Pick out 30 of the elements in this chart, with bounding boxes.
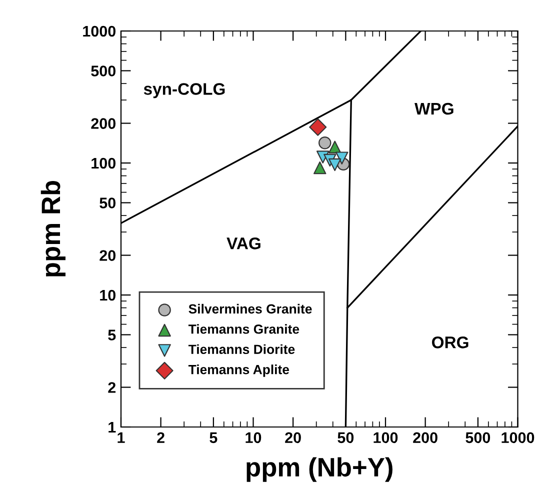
x-tick-label: 1 [118,432,125,443]
y-tick-label: 200 [91,118,116,129]
annotation: WPG [414,102,454,115]
y-tick-label: 100 [92,158,116,169]
annotation: ORG [432,336,468,348]
y-tick-label: 50 [100,198,116,208]
x-tick-label: 20 [285,432,301,444]
x-tick-label: 5 [210,432,218,444]
annotation: syn-COLG [144,83,225,98]
x-tick-label: 1000 [502,432,534,444]
y-axis-title: ppm Rb [40,180,66,276]
x-tick-label: 50 [338,432,354,444]
annotation: VAG [226,238,260,250]
y-tick-label: 2 [108,382,116,393]
y-tick-label: 20 [100,250,116,261]
y-tick-label: 500 [91,66,116,76]
legend-label: Tiemanns Granite [188,324,300,334]
x-tick-label: 200 [413,432,438,444]
legend-label: Tiemanns Diorite [188,344,295,354]
y-tick-label: 1 [108,422,116,433]
y-tick-label: 1000 [83,26,116,37]
legend-label: Tiemanns Aplite [188,364,290,377]
x-tick-label: 500 [466,432,490,444]
y-tick-label: 10 [100,290,116,301]
legend-label: Silvermines Granite [188,304,312,314]
x-tick-label: 10 [246,432,262,444]
x-axis-title: ppm (Nb+Y) [246,457,392,482]
x-tick-label: 2 [157,432,164,443]
y-tick-label: 5 [108,330,116,340]
x-tick-label: 100 [374,432,398,444]
